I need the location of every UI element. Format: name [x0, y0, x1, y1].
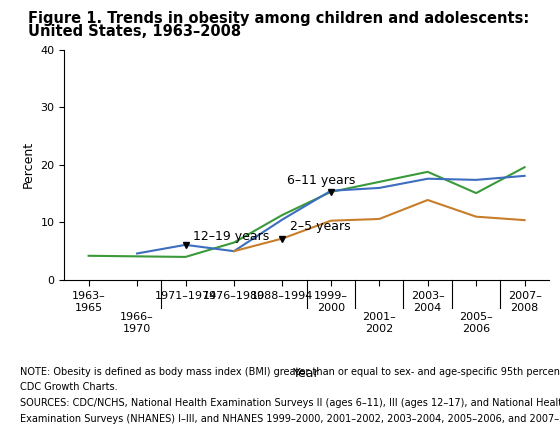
- Y-axis label: Percent: Percent: [22, 141, 35, 188]
- Text: Figure 1. Trends in obesity among children and adolescents:: Figure 1. Trends in obesity among childr…: [28, 11, 529, 26]
- Text: Examination Surveys (NHANES) I–III, and NHANES 1999–2000, 2001–2002, 2003–2004, : Examination Surveys (NHANES) I–III, and …: [20, 414, 560, 424]
- Text: NOTE: Obesity is defined as body mass index (BMI) greater than or equal to sex- : NOTE: Obesity is defined as body mass in…: [20, 367, 560, 377]
- Text: 1971–1974: 1971–1974: [155, 292, 217, 302]
- Text: CDC Growth Charts.: CDC Growth Charts.: [20, 382, 117, 392]
- Text: Year: Year: [293, 367, 320, 380]
- Text: 2–5 years: 2–5 years: [290, 220, 350, 233]
- Text: 2005–
2006: 2005– 2006: [459, 312, 493, 334]
- Text: 1966–
1970: 1966– 1970: [120, 312, 154, 334]
- Text: 1988–1994: 1988–1994: [251, 292, 314, 302]
- Text: 2007–
2008: 2007– 2008: [508, 292, 542, 313]
- Text: 6–11 years: 6–11 years: [287, 174, 356, 187]
- Text: 1999–
2000: 1999– 2000: [314, 292, 348, 313]
- Text: 1976–1980: 1976–1980: [203, 292, 265, 302]
- Text: United States, 1963–2008: United States, 1963–2008: [28, 24, 241, 39]
- Text: 1963–
1965: 1963– 1965: [72, 292, 105, 313]
- Text: SOURCES: CDC/NCHS, National Health Examination Surveys II (ages 6–11), III (ages: SOURCES: CDC/NCHS, National Health Exami…: [20, 398, 560, 408]
- Text: 2003–
2004: 2003– 2004: [411, 292, 445, 313]
- Text: 12–19 years: 12–19 years: [193, 230, 269, 243]
- Text: 2001–
2002: 2001– 2002: [362, 312, 396, 334]
